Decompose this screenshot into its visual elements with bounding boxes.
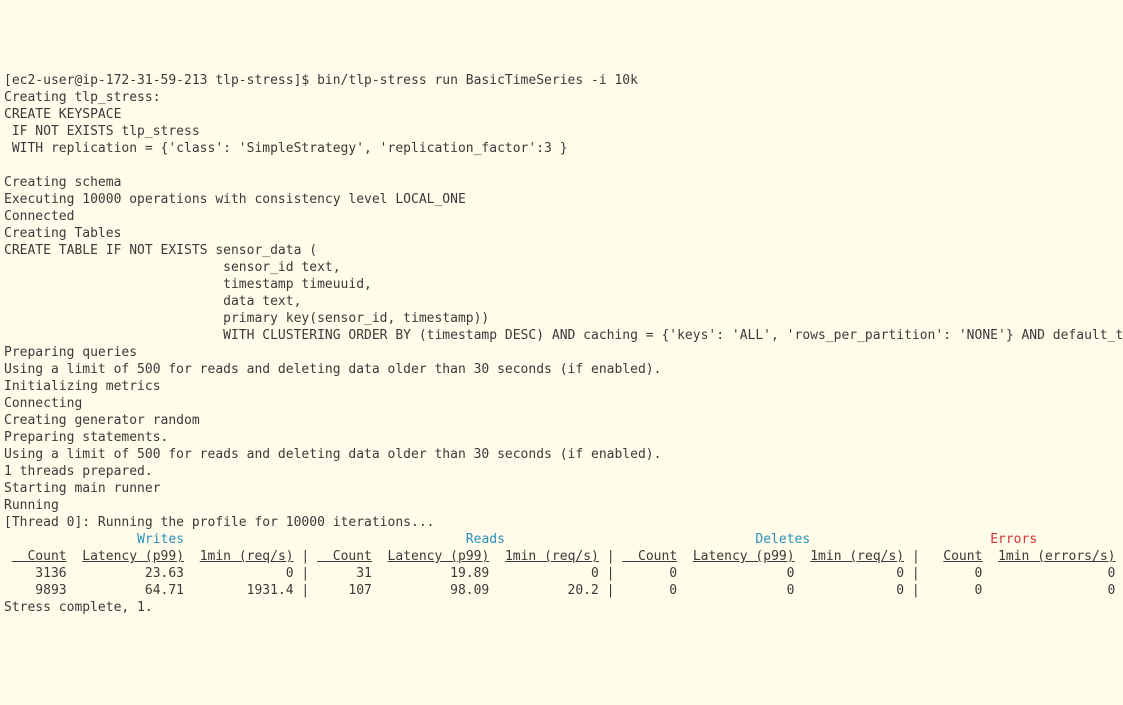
col-count: Count bbox=[12, 549, 67, 564]
stats-section-header-row: Writes Reads Deletes Errors bbox=[4, 532, 1037, 547]
output-line: 1 threads prepared. bbox=[4, 464, 153, 479]
output-line: Creating schema bbox=[4, 175, 121, 190]
output-line: Creating tlp_stress: bbox=[4, 90, 161, 105]
col-count: Count bbox=[317, 549, 372, 564]
stats-column-header-row: Count Latency (p99) 1min (req/s) | Count… bbox=[4, 549, 1115, 564]
col-onemin: 1min (req/s) bbox=[505, 549, 599, 564]
output-line: sensor_id text, bbox=[4, 260, 341, 275]
output-line: Preparing statements. bbox=[4, 430, 168, 445]
col-latency: Latency (p99) bbox=[693, 549, 795, 564]
output-line: IF NOT EXISTS tlp_stress bbox=[4, 124, 200, 139]
output-line: data text, bbox=[4, 294, 301, 309]
output-line: Executing 10000 operations with consiste… bbox=[4, 192, 466, 207]
output-line: WITH replication = {'class': 'SimpleStra… bbox=[4, 141, 568, 156]
output-line: [Thread 0]: Running the profile for 1000… bbox=[4, 515, 434, 530]
output-line: CREATE KEYSPACE bbox=[4, 107, 121, 122]
stats-section-label: Writes bbox=[137, 532, 184, 547]
output-line: WITH CLUSTERING ORDER BY (timestamp DESC… bbox=[4, 328, 1123, 343]
col-count: Count bbox=[943, 549, 982, 564]
output-line: Connected bbox=[4, 209, 74, 224]
stats-data-row: 3136 23.63 0 | 31 19.89 0 | 0 0 0 | 0 0 bbox=[4, 566, 1115, 581]
output-line: Stress complete, 1. bbox=[4, 600, 153, 615]
output-line: timestamp timeuuid, bbox=[4, 277, 372, 292]
shell-prompt-line: [ec2-user@ip-172-31-59-213 tlp-stress]$ … bbox=[4, 73, 638, 88]
stats-data-row: 9893 64.71 1931.4 | 107 98.09 20.2 | 0 0… bbox=[4, 583, 1115, 598]
output-line: Preparing queries bbox=[4, 345, 137, 360]
col-count: Count bbox=[622, 549, 677, 564]
output-line: CREATE TABLE IF NOT EXISTS sensor_data ( bbox=[4, 243, 317, 258]
col-onemin: 1min (req/s) bbox=[200, 549, 294, 564]
output-line: Using a limit of 500 for reads and delet… bbox=[4, 362, 661, 377]
output-line: Connecting bbox=[4, 396, 82, 411]
output-line: Creating generator random bbox=[4, 413, 200, 428]
terminal-output: [ec2-user@ip-172-31-59-213 tlp-stress]$ … bbox=[4, 72, 1119, 616]
output-line: Starting main runner bbox=[4, 481, 161, 496]
output-line: Using a limit of 500 for reads and delet… bbox=[4, 447, 661, 462]
col-latency: Latency (p99) bbox=[388, 549, 490, 564]
col-onemin-err: 1min (errors/s) bbox=[998, 549, 1115, 564]
output-line: Creating Tables bbox=[4, 226, 121, 241]
stats-section-label: Deletes bbox=[755, 532, 810, 547]
output-line: Initializing metrics bbox=[4, 379, 161, 394]
stats-section-label: Reads bbox=[466, 532, 505, 547]
col-onemin: 1min (req/s) bbox=[810, 549, 904, 564]
output-line: Running bbox=[4, 498, 59, 513]
stats-section-label: Errors bbox=[990, 532, 1037, 547]
output-line: primary key(sensor_id, timestamp)) bbox=[4, 311, 489, 326]
col-latency: Latency (p99) bbox=[82, 549, 184, 564]
